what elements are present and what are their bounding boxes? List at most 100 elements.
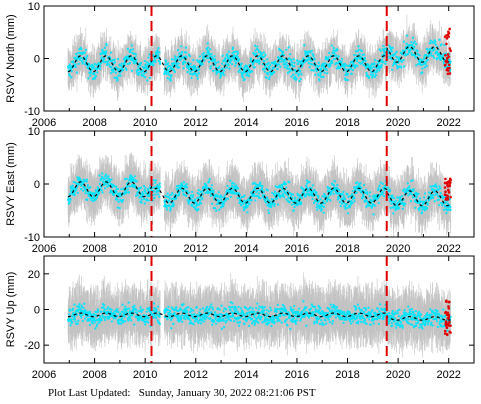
observation-point: [226, 184, 229, 187]
observation-point: [194, 198, 197, 201]
observation-point: [394, 52, 397, 55]
observation-point: [261, 56, 264, 59]
observation-point: [258, 60, 261, 63]
observation-point: [163, 201, 166, 204]
observation-point: [223, 69, 226, 72]
observation-point: [246, 211, 249, 214]
observation-point: [344, 78, 347, 82]
observation-point: [371, 71, 374, 74]
observation-point: [138, 196, 141, 199]
observation-point: [170, 58, 173, 61]
plot-area: [66, 152, 453, 237]
observation-point: [326, 72, 329, 75]
observation-point: [254, 186, 257, 189]
observation-point: [206, 56, 209, 60]
observation-point: [135, 180, 138, 183]
observation-point: [307, 53, 310, 56]
observation-point: [113, 185, 116, 188]
observation-point: [158, 195, 161, 198]
observation-point: [284, 63, 287, 66]
y-tick-label: -10: [24, 106, 40, 118]
observation-point: [68, 200, 71, 204]
observation-point: [133, 178, 136, 181]
observation-point: [231, 46, 235, 49]
observation-point: [402, 59, 405, 62]
observation-point: [159, 62, 162, 65]
observation-point: [210, 189, 213, 193]
observation-point: [335, 62, 338, 65]
observation-point: [360, 49, 363, 53]
observation-point: [425, 64, 428, 68]
observation-point: [142, 184, 146, 188]
observation-point: [297, 203, 300, 206]
observation-point: [181, 50, 184, 54]
observation-point: [312, 54, 315, 58]
observation-point: [120, 188, 123, 191]
observation-point: [398, 56, 401, 59]
observation-point: [354, 64, 357, 67]
observation-point: [224, 57, 227, 60]
observation-point: [243, 68, 246, 71]
observation-point: [276, 67, 279, 70]
observation-point: [208, 53, 212, 56]
observation-point: [246, 71, 249, 74]
observation-point: [90, 68, 93, 71]
observation-point: [209, 65, 212, 68]
observation-point: [212, 189, 215, 192]
observation-point: [85, 178, 89, 181]
observation-point: [117, 200, 120, 203]
observation-point: [221, 54, 224, 57]
x-tick-label: 2008: [82, 117, 106, 129]
observation-point: [231, 63, 234, 66]
observation-point: [220, 196, 223, 199]
observation-point: [262, 190, 266, 193]
observation-point: [101, 172, 104, 175]
observation-point: [377, 69, 381, 72]
observation-point: [116, 67, 119, 70]
recent-point: [447, 35, 450, 38]
observation-point: [74, 65, 77, 69]
observation-point: [140, 201, 143, 204]
observation-point: [117, 187, 120, 191]
observation-point: [186, 199, 189, 202]
observation-point: [197, 208, 200, 211]
observation-point: [133, 175, 136, 178]
observation-point: [255, 52, 258, 55]
observation-point: [84, 60, 87, 64]
observation-point: [86, 183, 89, 187]
observation-point: [101, 191, 104, 194]
observation-point: [260, 52, 264, 55]
observation-point: [120, 64, 123, 67]
observation-point: [369, 64, 372, 67]
observation-point: [116, 79, 119, 82]
observation-point: [137, 73, 140, 76]
observation-point: [370, 67, 373, 70]
observation-point: [122, 198, 125, 202]
x-tick-label: 2014: [234, 117, 258, 129]
observation-point: [327, 56, 330, 59]
observation-point: [196, 74, 199, 77]
observation-point: [239, 64, 242, 67]
observation-point: [196, 209, 199, 212]
observation-point: [265, 66, 268, 69]
observation-point: [422, 63, 425, 66]
observation-point: [367, 76, 371, 79]
observation-point: [166, 192, 169, 195]
observation-point: [142, 193, 145, 196]
observation-point: [234, 61, 238, 65]
observation-point: [362, 60, 365, 63]
observation-point: [74, 52, 78, 56]
recent-point: [447, 31, 451, 35]
observation-point: [214, 207, 217, 210]
observation-point: [175, 64, 178, 67]
observation-point: [189, 72, 192, 75]
observation-point: [68, 63, 72, 66]
observation-point: [87, 77, 90, 80]
observation-point: [235, 184, 238, 187]
observation-point: [369, 73, 373, 76]
observation-point: [256, 189, 259, 192]
observation-point: [268, 199, 271, 203]
recent-point: [448, 72, 452, 75]
observation-point: [284, 182, 287, 186]
observation-point: [227, 50, 230, 53]
